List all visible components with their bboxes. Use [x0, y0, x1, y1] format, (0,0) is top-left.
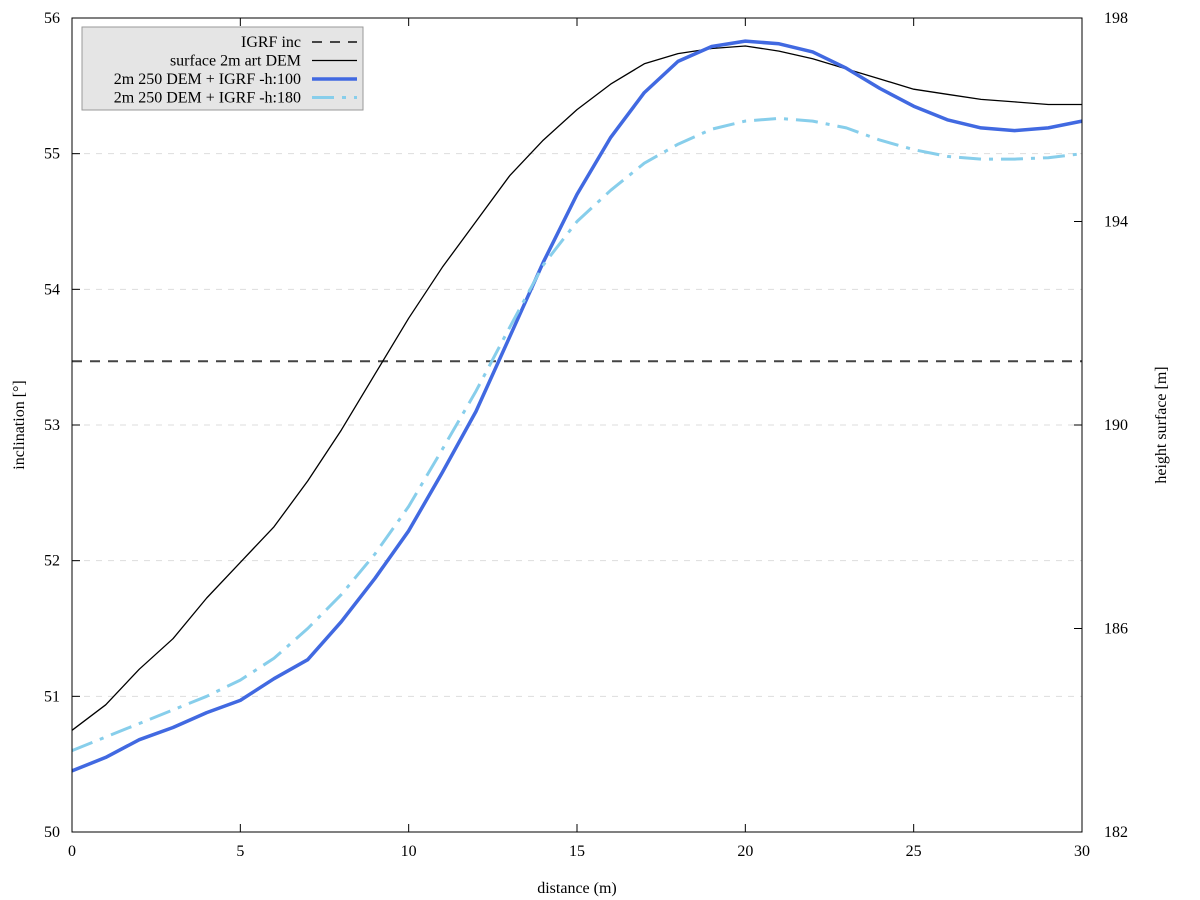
y2-axis-label: height surface [m]: [1153, 366, 1170, 483]
x-tick-label: 15: [569, 843, 585, 860]
legend-label: surface 2m art DEM: [170, 53, 301, 70]
y-tick-label: 54: [44, 281, 60, 298]
x-tick-label: 25: [906, 843, 922, 860]
y-tick-label: 50: [44, 824, 60, 841]
x-tick-label: 20: [737, 843, 753, 860]
series-line-surface-2m-art-dem: [71, 45, 1082, 731]
x-tick-label: 30: [1074, 843, 1090, 860]
legend-label: 2m 250 DEM + IGRF -h:100: [114, 71, 301, 88]
y2-tick-label: 186: [1104, 621, 1128, 638]
y-tick-label: 56: [44, 10, 60, 27]
series-line-2m-250-dem-igrf-h-180: [71, 116, 1083, 752]
tick-layer: 0 5 10 15 20 25 30 50 51 52 53 54 55 56 182 186 190 194 19…: [44, 10, 1128, 860]
y-tick-label: 53: [44, 417, 60, 434]
y-tick-label: 51: [44, 688, 60, 705]
x-tick-label: 5: [236, 843, 244, 860]
series-line-2m-250-dem-igrf-h-100: [71, 39, 1083, 773]
x-tick-label: 0: [68, 843, 76, 860]
y2-tick-label: 194: [1104, 214, 1128, 231]
y-tick-label: 55: [44, 146, 60, 163]
y-axis-label: inclination [°]: [11, 380, 28, 469]
x-tick-label: 10: [401, 843, 417, 860]
y-tick-label: 52: [44, 553, 60, 570]
y2-tick-label: 190: [1104, 417, 1128, 434]
legend-label: IGRF inc: [241, 34, 301, 51]
legend-label: 2m 250 DEM + IGRF -h:180: [114, 90, 301, 107]
data-layer: [71, 39, 1083, 773]
y2-tick-label: 182: [1104, 824, 1128, 841]
grid-layer: [72, 153, 1082, 697]
y2-tick-label: 198: [1104, 10, 1128, 27]
x-axis-label: distance (m): [537, 880, 617, 897]
